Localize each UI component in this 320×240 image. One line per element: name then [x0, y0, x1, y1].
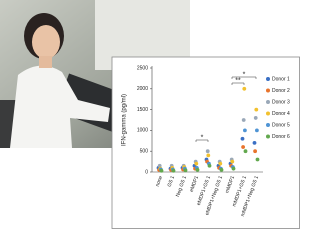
x-tick-label: none — [155, 175, 165, 188]
data-point — [195, 168, 200, 172]
data-point — [159, 168, 164, 173]
data-point — [255, 128, 259, 133]
data-point — [219, 168, 224, 172]
data-point — [252, 140, 257, 145]
legend-swatch — [266, 123, 270, 127]
data-point — [253, 116, 258, 120]
significance-label: * — [201, 134, 204, 141]
data-point — [253, 149, 257, 154]
legend-label: Donor 6 — [272, 134, 290, 140]
legend-swatch — [266, 134, 270, 139]
significance-label: * — [243, 71, 246, 78]
y-tick-label: 2000 — [137, 86, 148, 92]
data-point — [183, 168, 188, 173]
data-point — [231, 166, 236, 171]
data-point — [242, 86, 247, 91]
y-tick-label: 500 — [140, 149, 149, 155]
figure: IFN-gamma (pg/ml) 0 500 1000 1500 2000 2500 no… — [0, 0, 300, 229]
y-axis-label: IFN-gamma (pg/ml) — [122, 94, 128, 146]
significance-bracket — [195, 139, 209, 142]
data-point — [230, 159, 235, 164]
data-point — [218, 161, 223, 166]
legend-label: Donor 5 — [272, 122, 290, 128]
data-point — [157, 163, 162, 168]
legend-label: Donor 3 — [272, 99, 290, 105]
data-point — [206, 153, 211, 158]
data-point — [194, 161, 199, 166]
data-point — [255, 157, 260, 162]
data-point — [205, 149, 210, 154]
data-point — [207, 163, 212, 168]
x-tick-label: GS 1 — [167, 175, 177, 188]
legend-swatch — [266, 77, 270, 81]
chart-panel — [111, 56, 300, 229]
data-point — [243, 128, 247, 133]
page: {"chart_data": {"type": "scatter", "y_la… — [0, 0, 300, 229]
legend-label: Donor 2 — [272, 88, 290, 94]
legend-swatch — [266, 100, 270, 104]
data-point — [254, 107, 259, 112]
data-point — [241, 145, 246, 149]
x-tick-label: eMDP1 — [189, 175, 200, 193]
data-point — [171, 168, 176, 173]
legend-label: Donor 1 — [272, 76, 290, 82]
y-tick-label: 1000 — [137, 128, 148, 134]
y-tick-label: 0 — [145, 169, 148, 175]
x-tick-label: mMDP1 — [224, 175, 236, 194]
legend-swatch — [266, 88, 270, 93]
y-tick-label: 2500 — [137, 65, 148, 71]
legend-swatch — [266, 111, 270, 116]
significance-bracket — [231, 82, 245, 85]
legend-label: Donor 4 — [272, 111, 290, 117]
significance-bracket — [231, 76, 257, 79]
data-point — [240, 136, 245, 141]
data-point — [243, 149, 248, 154]
data-point — [241, 118, 246, 122]
significance-label: ** — [235, 77, 241, 84]
y-tick-label: 1500 — [137, 107, 148, 113]
